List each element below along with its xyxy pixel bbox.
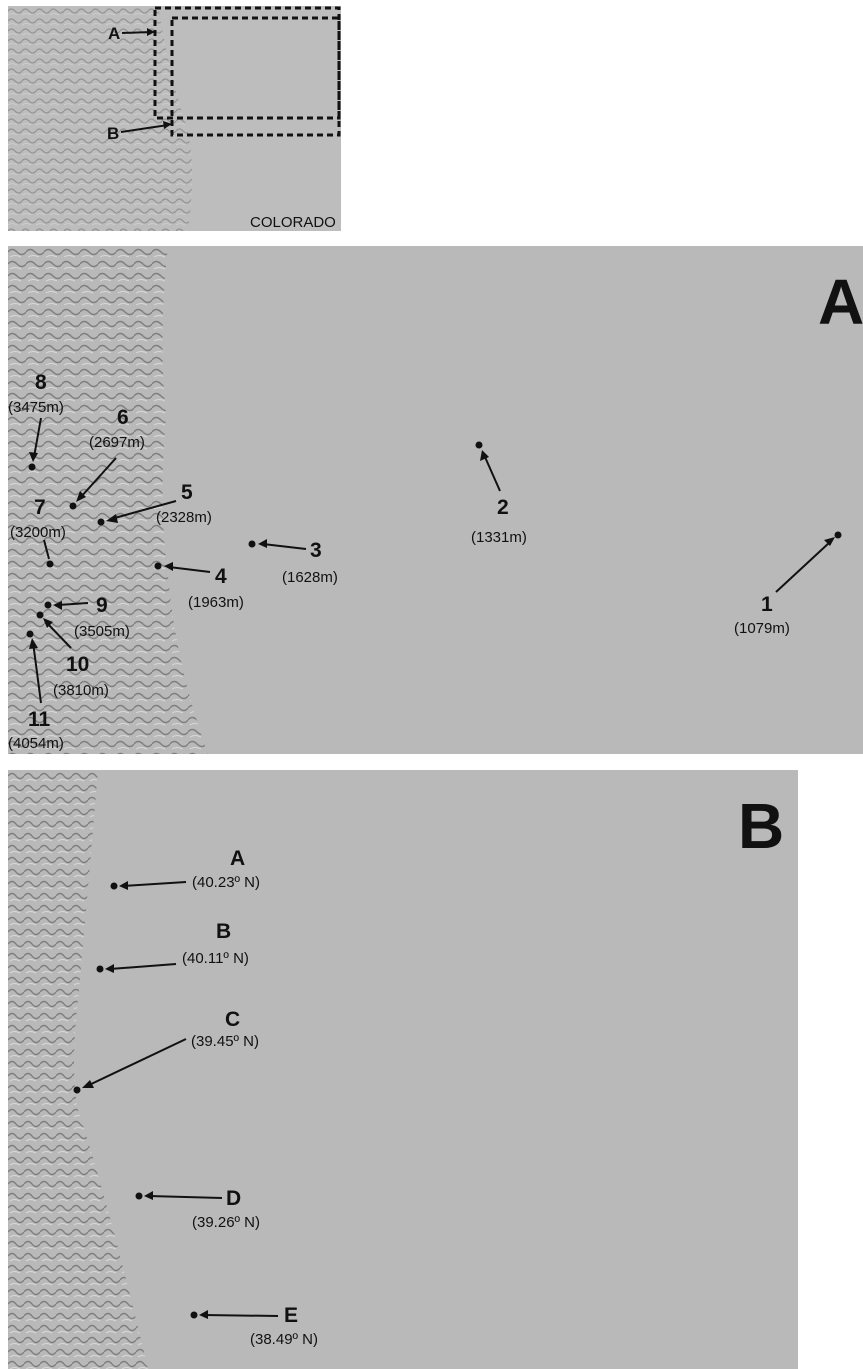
arrowhead-icon [106,514,118,523]
site-marker [135,1192,143,1200]
arrowhead-icon [147,28,155,36]
site-latitude: (38.49º N) [250,1331,318,1348]
arrowhead-icon [105,964,114,973]
site-marker [73,1086,81,1094]
site-marker [69,502,77,510]
front-range-mountains [8,246,208,754]
front-range-mountains [8,770,148,1369]
arrowhead-icon [53,601,62,610]
site-marker [36,611,44,619]
inset-label-b: B [107,124,119,143]
arrowhead-icon [163,121,172,129]
transect-map-b-svg: B A (40.23º N) B (40.11º N) C (39.45º N)… [8,770,798,1369]
state-label: COLORADO [250,214,336,231]
arrowhead-icon [29,452,38,462]
site-number: 4 [215,565,227,588]
site-arrow [79,457,117,499]
site-marker [475,441,483,449]
arrowhead-icon [119,881,128,890]
inset-box-b [170,16,341,137]
site-marker [97,518,105,526]
site-number: 5 [181,481,193,504]
site-number: 7 [34,496,46,519]
site-elevation: (1079m) [734,620,790,637]
site-arrow [148,1195,223,1199]
site-arrow [262,543,307,550]
inset-label-a: A [108,24,120,43]
site-number: 1 [761,593,773,616]
site-elevation: (3810m) [53,682,109,699]
site-elevation: (1331m) [471,529,527,546]
site-arrow [33,417,42,458]
panel-title: A [818,266,863,338]
site-number: 3 [310,539,322,562]
site-number: 9 [96,594,108,617]
site-arrow [43,539,50,560]
site-elevation: (2328m) [156,509,212,526]
arrowhead-icon [199,1310,208,1319]
site-arrow [775,541,831,593]
site-elevation: (3475m) [8,399,64,416]
inset-arrow-b [120,124,169,133]
overview-mountains [8,6,192,231]
site-marker [154,562,162,570]
site-number: 2 [497,496,509,519]
transect-map-b: B A (40.23º N) B (40.11º N) C (39.45º N)… [8,770,798,1369]
site-latitude: (40.11º N) [182,950,249,967]
site-latitude: (39.26º N) [192,1214,260,1231]
site-number: 8 [35,371,47,394]
site-number: 11 [28,708,51,731]
site-arrow [86,1038,187,1087]
site-arrow [109,963,177,970]
site-marker [110,882,118,890]
site-arrow [484,456,501,492]
arrowhead-icon [43,618,53,628]
site-arrow [123,881,187,887]
overview-map: A B COLORADO [8,6,341,231]
arrowhead-icon [480,450,489,461]
site-arrow [203,1314,279,1317]
site-arrow [110,500,177,520]
site-elevation: (3505m) [74,623,130,640]
arrowhead-icon [144,1191,153,1200]
arrowhead-icon [824,537,835,546]
site-latitude: (39.45º N) [191,1033,259,1050]
site-marker [834,531,842,539]
site-arrow [57,602,89,606]
inset-box-a [153,6,341,120]
transect-map-a: A 1 (1079m) 2 (1331m) 3 (1628m) 4 (1963m… [8,246,863,754]
site-marker [26,630,34,638]
site-elevation: (2697m) [89,434,145,451]
arrowhead-icon [164,562,173,571]
site-arrow [32,641,42,704]
site-number: 6 [117,406,129,429]
site-marker [46,560,54,568]
site-elevation: (1963m) [188,594,244,611]
site-marker [190,1311,198,1319]
site-arrow [45,621,72,649]
site-number: 10 [66,653,89,676]
arrowhead-icon [82,1080,94,1088]
site-elevation: (1628m) [282,569,338,586]
site-id: E [284,1304,298,1327]
site-marker [28,463,36,471]
arrowhead-icon [258,539,267,548]
site-id: A [230,847,245,870]
site-id: B [216,920,231,943]
transect-map-a-svg: A 1 (1079m) 2 (1331m) 3 (1628m) 4 (1963m… [8,246,863,754]
site-id: D [226,1187,241,1210]
site-elevation: (3200m) [10,524,66,541]
site-arrow [168,566,211,573]
plains-background [8,770,798,1369]
overview-map-svg: A B COLORADO [8,6,341,231]
site-marker [248,540,256,548]
site-marker [44,601,52,609]
arrowhead-icon [76,491,86,502]
site-id: C [225,1008,240,1031]
arrowhead-icon [29,638,38,649]
site-latitude: (40.23º N) [192,874,260,891]
panel-title: B [738,790,784,862]
site-marker [96,965,104,973]
site-elevation: (4054m) [8,735,64,752]
